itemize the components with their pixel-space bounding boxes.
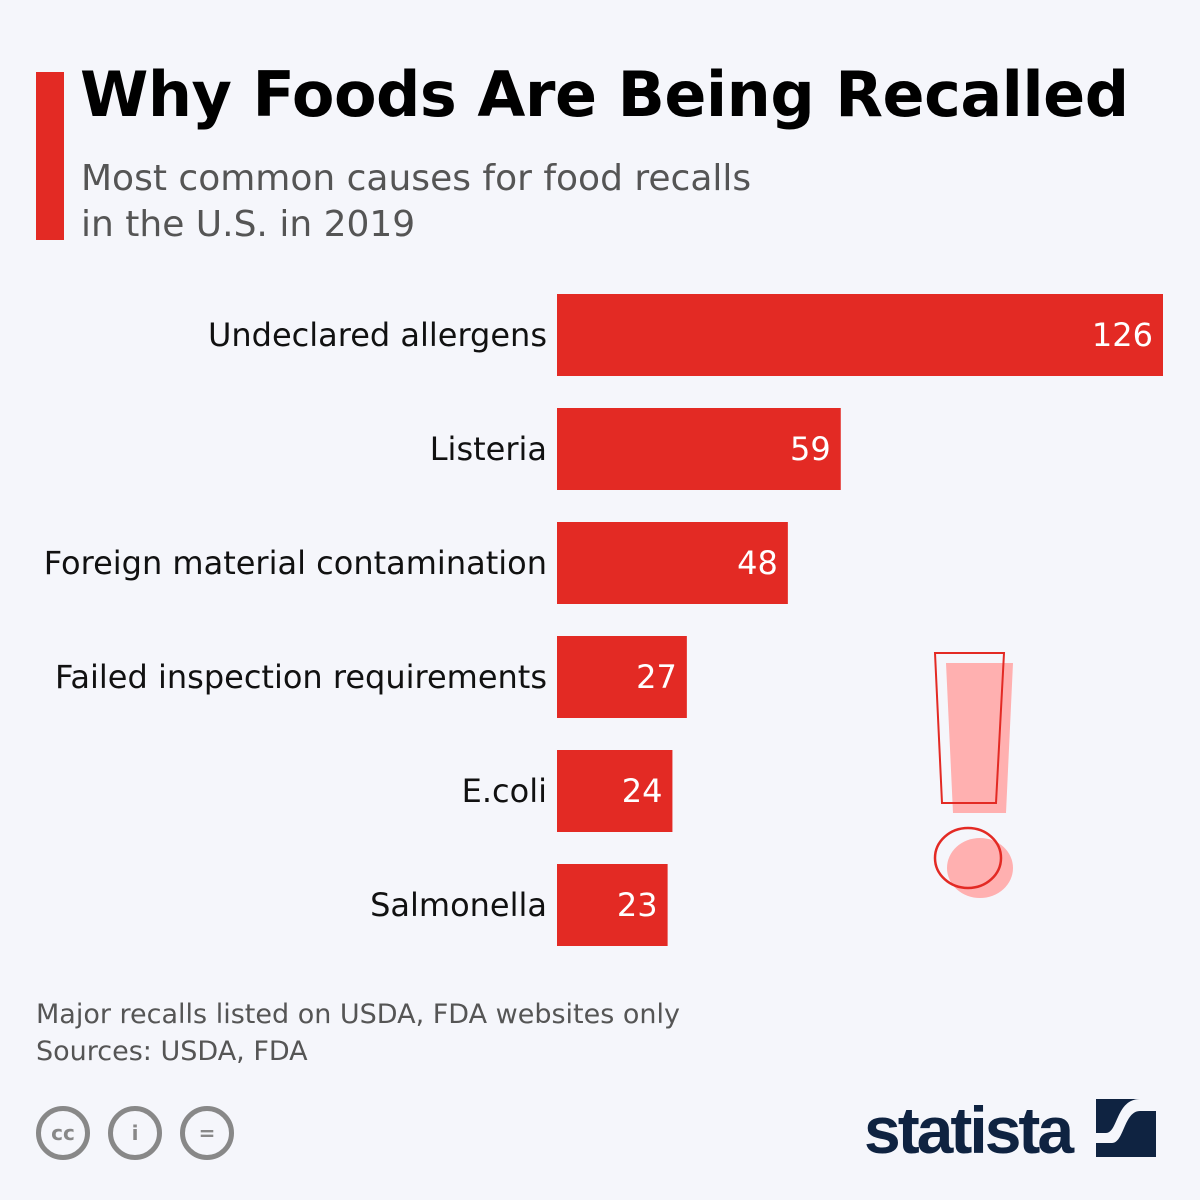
exclamation-icon [933, 652, 1013, 898]
footnote: Major recalls listed on USDA, FDA websit… [36, 996, 680, 1070]
bar [557, 750, 673, 832]
attribution-icon[interactable]: i [108, 1106, 162, 1160]
value-label: 126 [1092, 316, 1153, 354]
bar [557, 408, 841, 490]
category-label: Salmonella [370, 886, 547, 924]
page-subtitle: Most common causes for food recalls in t… [81, 156, 801, 248]
statista-mark-icon [1096, 1099, 1157, 1157]
category-label: Listeria [430, 430, 547, 468]
no-derivatives-icon[interactable]: = [180, 1106, 234, 1160]
category-label: Foreign material contamination [44, 544, 547, 582]
value-label: 27 [636, 658, 677, 696]
value-label: 24 [622, 772, 663, 810]
value-label: 23 [617, 886, 658, 924]
bar [557, 522, 788, 604]
category-label: E.coli [462, 772, 547, 810]
cc-icon[interactable]: cc [36, 1106, 90, 1160]
category-label: Undeclared allergens [208, 316, 547, 354]
bar [557, 636, 687, 718]
bar [557, 294, 1163, 376]
subtitle-line-2: in the U.S. in 2019 [81, 204, 416, 245]
bar [557, 864, 668, 946]
sources-text: Sources: USDA, FDA [36, 1036, 308, 1067]
title-accent-bar [36, 72, 64, 240]
subtitle-line-1: Most common causes for food recalls [81, 158, 752, 199]
brand-text: statista [864, 1093, 1074, 1167]
note-text: Major recalls listed on USDA, FDA websit… [36, 999, 681, 1030]
statista-logo[interactable]: statista [864, 1092, 1157, 1168]
page-title: Why Foods Are Being Recalled [80, 58, 1129, 131]
value-label: 48 [737, 544, 778, 582]
category-label: Failed inspection requirements [55, 658, 547, 696]
value-label: 59 [790, 430, 831, 468]
bar-chart: Undeclared allergens 126 Listeria 59 Foreign… [44, 294, 1163, 946]
